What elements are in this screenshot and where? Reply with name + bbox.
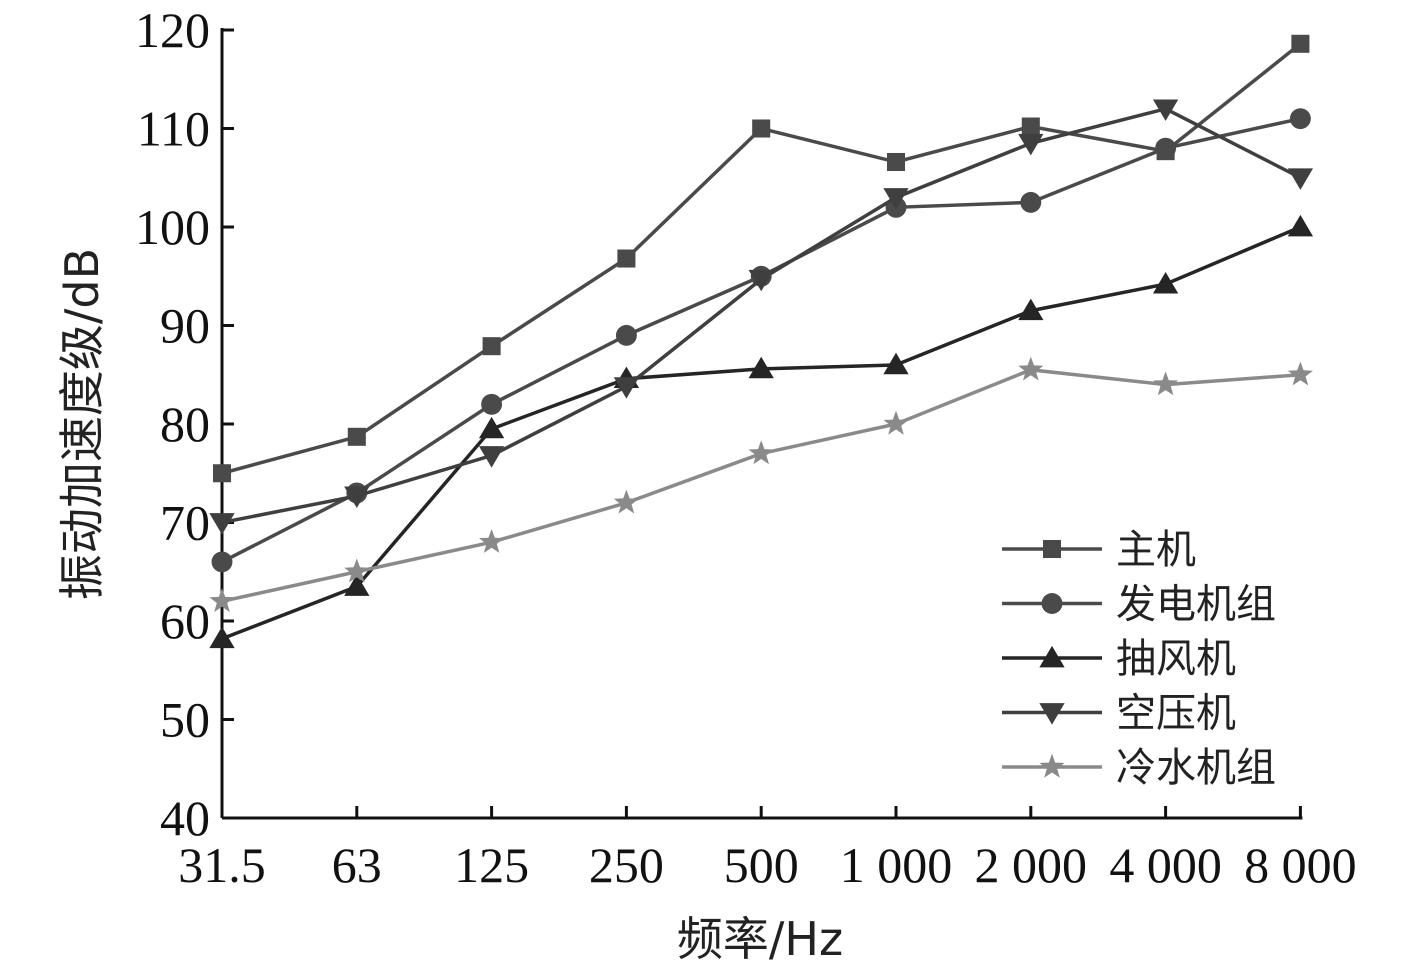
data-point bbox=[481, 393, 503, 415]
data-point bbox=[1287, 214, 1314, 237]
x-tick-label: 63 bbox=[332, 837, 382, 893]
data-point bbox=[479, 529, 505, 553]
data-point bbox=[883, 410, 909, 435]
x-tick-label: 2 000 bbox=[975, 837, 1088, 893]
x-tick-label: 4 000 bbox=[1109, 837, 1222, 893]
data-point bbox=[1289, 108, 1311, 130]
legend-label: 抽风机 bbox=[1116, 636, 1236, 682]
data-point bbox=[1152, 272, 1179, 294]
x-tick-label: 500 bbox=[724, 837, 799, 893]
data-point bbox=[1152, 99, 1179, 121]
series-line-2 bbox=[221, 116, 1301, 564]
y-axis-title: 振动加速度级/dB bbox=[55, 248, 109, 600]
series-line-1 bbox=[221, 42, 1302, 475]
data-point bbox=[344, 574, 370, 596]
data-point bbox=[1153, 371, 1179, 396]
legend-label: 发电机组 bbox=[1116, 582, 1276, 628]
legend-marker bbox=[1041, 593, 1063, 614]
data-point bbox=[209, 588, 235, 612]
data-point bbox=[1021, 117, 1040, 136]
y-tick-label: 50 bbox=[160, 692, 210, 748]
data-point bbox=[209, 513, 235, 535]
data-point bbox=[211, 551, 233, 573]
legend-label: 主机 bbox=[1116, 527, 1196, 573]
legend-marker bbox=[1039, 703, 1065, 725]
data-point bbox=[212, 464, 232, 483]
legend-marker bbox=[1039, 645, 1065, 668]
x-tick-label: 125 bbox=[454, 837, 529, 893]
data-point bbox=[1020, 191, 1042, 213]
data-point bbox=[1291, 34, 1310, 53]
y-tick-label: 60 bbox=[160, 593, 210, 649]
y-tick-label: 70 bbox=[160, 495, 210, 551]
legend-marker bbox=[1042, 539, 1062, 559]
data-point bbox=[344, 558, 370, 583]
data-point bbox=[1155, 137, 1177, 159]
legend-label: 空压机 bbox=[1116, 691, 1236, 737]
data-point bbox=[1018, 298, 1044, 321]
data-point bbox=[886, 152, 906, 172]
data-point bbox=[615, 324, 637, 346]
x-tick-label: 31.5 bbox=[178, 837, 266, 893]
data-point bbox=[209, 626, 235, 649]
x-tick-label: 8 000 bbox=[1244, 837, 1357, 893]
y-tick-label: 80 bbox=[160, 396, 210, 452]
y-tick-label: 40 bbox=[160, 790, 210, 846]
data-point bbox=[748, 356, 774, 379]
data-point bbox=[478, 446, 505, 468]
y-tick-label: 100 bbox=[135, 199, 210, 255]
data-point bbox=[1287, 361, 1313, 386]
data-point bbox=[883, 188, 909, 210]
data-point bbox=[344, 486, 370, 509]
y-tick-label: 120 bbox=[135, 2, 210, 58]
legend-marker bbox=[1039, 753, 1065, 778]
data-point bbox=[347, 427, 366, 446]
data-point bbox=[617, 249, 636, 268]
legend-label: 冷水机组 bbox=[1116, 745, 1276, 791]
data-point bbox=[1018, 356, 1044, 381]
x-axis-title: 频率/Hz bbox=[677, 912, 843, 966]
data-point bbox=[1018, 133, 1044, 156]
data-point bbox=[883, 352, 909, 375]
y-tick-label: 90 bbox=[160, 298, 210, 354]
data-point bbox=[752, 119, 771, 138]
data-point bbox=[748, 269, 774, 292]
data-point bbox=[478, 416, 505, 439]
series-line-4 bbox=[221, 106, 1302, 525]
data-point bbox=[748, 440, 774, 465]
data-point bbox=[613, 377, 640, 399]
data-point bbox=[482, 337, 501, 356]
y-tick-label: 110 bbox=[137, 101, 210, 157]
data-point bbox=[1287, 168, 1314, 190]
x-tick-label: 1 000 bbox=[840, 837, 953, 893]
x-tick-label: 250 bbox=[589, 837, 664, 893]
data-point bbox=[613, 489, 639, 514]
